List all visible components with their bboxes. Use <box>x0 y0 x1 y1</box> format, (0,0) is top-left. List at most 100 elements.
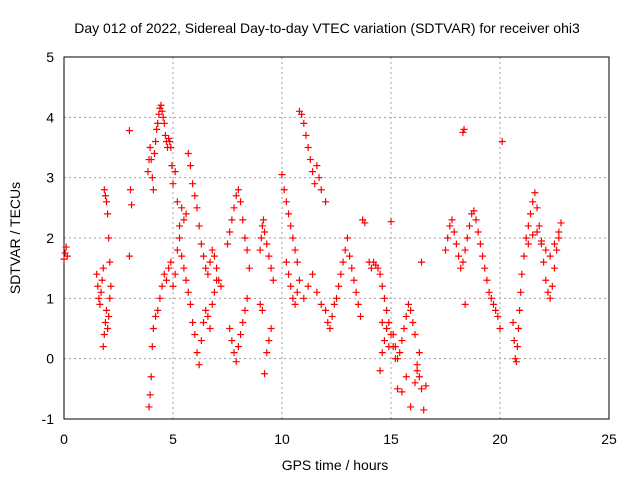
data-point <box>374 264 382 272</box>
data-point <box>239 216 247 224</box>
data-point <box>204 270 212 278</box>
data-point <box>285 210 293 218</box>
data-point <box>173 198 181 206</box>
data-point <box>63 252 71 260</box>
data-point <box>487 294 495 302</box>
data-point <box>100 186 108 194</box>
y-tick-label: 3 <box>46 170 54 186</box>
data-point <box>204 312 212 320</box>
data-point <box>415 373 423 381</box>
data-point <box>326 325 334 332</box>
data-point <box>317 300 325 308</box>
data-point <box>97 288 105 296</box>
data-point <box>515 325 523 332</box>
data-point <box>234 343 242 351</box>
data-point <box>317 186 325 194</box>
data-point <box>356 312 364 320</box>
data-point <box>228 216 236 224</box>
y-axis-label: SDTVAR / TECUs <box>7 182 23 294</box>
y-tick-label: -1 <box>42 411 55 427</box>
data-point <box>157 101 165 109</box>
data-point <box>282 258 290 266</box>
data-point <box>103 198 111 206</box>
data-point <box>237 331 245 339</box>
data-point <box>533 204 541 212</box>
data-point <box>125 127 133 135</box>
data-point <box>492 306 500 314</box>
data-point <box>354 300 362 308</box>
data-point <box>96 300 104 308</box>
data-point <box>459 128 467 136</box>
data-point <box>180 216 188 224</box>
data-point <box>339 258 347 266</box>
data-point <box>418 385 426 393</box>
data-point <box>189 180 197 188</box>
data-point <box>322 306 330 314</box>
data-point <box>167 258 175 266</box>
data-point <box>293 288 301 296</box>
data-point <box>346 252 354 260</box>
data-point <box>385 343 393 351</box>
data-point <box>311 180 319 188</box>
data-point <box>195 361 203 369</box>
data-point <box>291 300 299 308</box>
data-point <box>259 216 267 224</box>
data-point <box>341 246 349 254</box>
chart-title: Day 012 of 2022, Sidereal Day-to-day VTE… <box>74 20 580 36</box>
data-point <box>398 388 406 396</box>
data-point <box>400 325 408 332</box>
data-point <box>479 252 487 260</box>
data-point <box>60 255 68 263</box>
data-point <box>186 162 194 170</box>
data-point <box>191 331 199 339</box>
data-point <box>146 144 154 151</box>
data-point <box>245 264 253 272</box>
data-point <box>387 218 395 226</box>
data-point <box>398 337 406 345</box>
data-point <box>200 252 208 260</box>
data-point <box>186 300 194 308</box>
data-point <box>548 282 556 290</box>
data-point <box>474 228 482 236</box>
data-point <box>510 337 518 345</box>
data-point <box>197 240 205 248</box>
data-point <box>228 337 236 345</box>
data-point <box>411 331 419 339</box>
data-point <box>167 144 175 151</box>
data-point <box>208 300 216 308</box>
data-point <box>104 325 112 332</box>
data-point <box>380 337 388 345</box>
data-point <box>256 246 264 254</box>
data-point <box>232 358 240 366</box>
data-point <box>256 300 264 308</box>
data-point <box>226 228 234 236</box>
data-point <box>391 343 399 351</box>
y-tick-label: 0 <box>46 351 54 367</box>
data-point <box>378 318 386 326</box>
data-point <box>184 288 192 296</box>
data-point <box>304 282 312 290</box>
x-tick-label: 25 <box>601 431 617 447</box>
data-point <box>169 180 177 188</box>
data-point <box>542 246 550 254</box>
data-point <box>149 325 157 332</box>
data-point <box>551 264 558 272</box>
data-point <box>208 246 216 254</box>
data-point <box>460 125 468 133</box>
data-point <box>158 107 166 115</box>
data-point <box>285 270 293 278</box>
data-point <box>159 113 167 121</box>
data-point <box>182 276 190 284</box>
data-point <box>104 210 112 218</box>
data-point <box>313 288 321 296</box>
data-point <box>155 110 163 118</box>
x-tick-label: 0 <box>60 431 68 447</box>
data-point <box>553 246 561 254</box>
data-points <box>60 101 565 414</box>
data-point <box>160 270 168 278</box>
data-point <box>551 240 558 248</box>
data-point <box>352 288 360 296</box>
data-point <box>531 189 539 197</box>
data-point <box>145 403 153 411</box>
